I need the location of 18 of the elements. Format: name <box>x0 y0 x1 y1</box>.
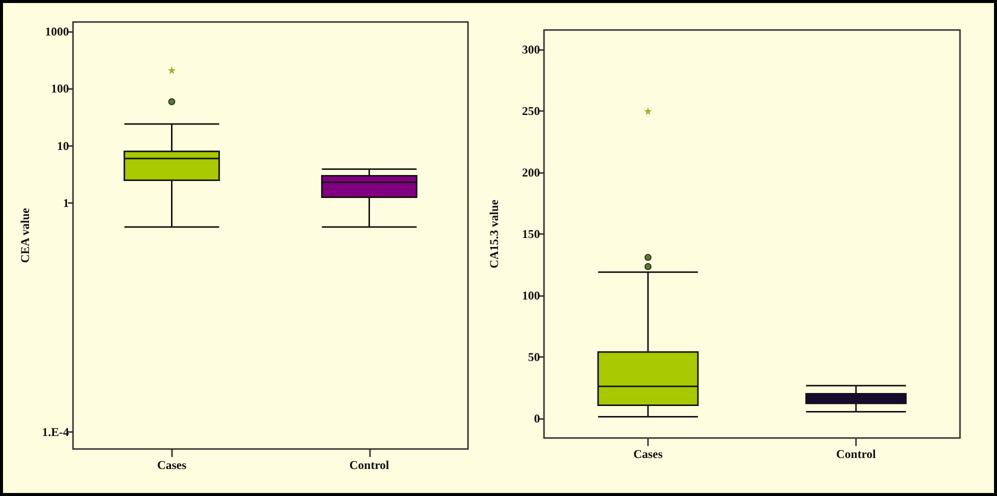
x-tick-label: Control <box>836 447 877 461</box>
y-tick-label: 250 <box>522 104 540 118</box>
y-tick-label: 1.E-4 <box>42 424 69 439</box>
y-tick-label: 300 <box>522 42 540 57</box>
y-tick-label: 200 <box>522 166 540 180</box>
x-tick-label: Cases <box>157 458 187 472</box>
y-tick-label: 1000 <box>45 24 69 38</box>
y-tick-label: 0 <box>534 411 540 426</box>
y-tick-label: 150 <box>522 227 540 241</box>
y-tick-label: 100 <box>51 82 69 96</box>
y-tick-label: 100 <box>522 288 540 302</box>
x-tick-label: Control <box>349 458 390 472</box>
y-axis-title: CEA value <box>18 207 32 264</box>
y-tick-label: 10 <box>57 138 69 153</box>
y-tick-label: 1 <box>63 196 69 210</box>
y-tick-label: 50 <box>528 350 540 364</box>
x-tick-label: Cases <box>633 447 663 461</box>
y-axis-title: CA15.3 value <box>487 198 501 268</box>
